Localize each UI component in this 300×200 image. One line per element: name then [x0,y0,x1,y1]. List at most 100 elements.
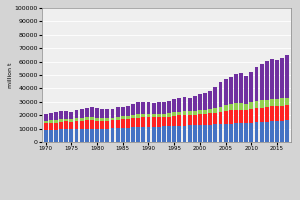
Bar [239,103,243,110]
Bar [270,59,274,99]
Bar [208,109,212,113]
Bar [157,117,161,127]
Bar [59,119,63,122]
Bar [183,126,186,142]
Bar [95,108,99,118]
Bar [157,114,161,117]
Bar [239,73,243,103]
Bar [121,119,125,128]
Bar [105,109,109,118]
Bar [280,58,284,98]
Bar [286,55,289,98]
Bar [275,99,279,106]
Bar [203,125,207,142]
Bar [90,117,94,120]
Bar [280,106,284,121]
Bar [147,117,150,127]
Bar [147,127,150,142]
Bar [229,110,233,124]
Bar [90,107,94,117]
Bar [177,115,181,126]
Bar [80,118,83,121]
Bar [198,114,202,125]
Bar [177,112,181,115]
Bar [100,121,104,129]
Bar [188,115,192,125]
Bar [105,118,109,121]
Bar [44,114,47,121]
Bar [255,101,259,108]
Bar [183,111,186,115]
Bar [167,126,171,142]
Bar [275,106,279,121]
Bar [80,121,83,129]
Bar [275,60,279,99]
Bar [265,100,269,107]
Bar [203,110,207,114]
Bar [85,120,89,129]
Bar [85,108,89,117]
Bar [188,125,192,142]
Bar [172,126,176,142]
Bar [260,122,264,142]
Bar [250,102,253,109]
Bar [234,74,238,103]
Bar [224,124,228,142]
Bar [74,121,78,129]
Bar [260,100,264,108]
Bar [54,112,58,120]
Bar [193,96,197,111]
Bar [183,97,186,111]
Bar [95,129,99,142]
Bar [177,98,181,112]
Bar [90,120,94,129]
Bar [111,120,114,128]
Bar [111,109,114,118]
Bar [157,102,161,114]
Bar [49,113,53,120]
Bar [234,103,238,110]
Bar [270,106,274,121]
Bar [121,128,125,142]
Bar [265,107,269,122]
Bar [162,117,166,126]
Bar [162,126,166,142]
Bar [74,118,78,121]
Bar [105,121,109,129]
Bar [239,123,243,142]
Bar [213,113,217,124]
Bar [255,122,259,142]
Bar [250,109,253,123]
Bar [85,117,89,120]
Bar [136,102,140,114]
Bar [131,127,135,142]
Bar [136,118,140,127]
Bar [244,104,248,110]
Bar [229,77,233,104]
Bar [69,112,73,119]
Bar [229,104,233,110]
Bar [95,121,99,129]
Bar [116,120,120,128]
Bar [131,118,135,127]
Bar [213,87,217,108]
Bar [136,114,140,118]
Bar [219,112,222,124]
Bar [59,122,63,129]
Bar [172,116,176,126]
Bar [74,110,78,118]
Bar [177,126,181,142]
Bar [198,125,202,142]
Bar [183,115,186,126]
Bar [219,124,222,142]
Bar [105,129,109,142]
Bar [69,122,73,129]
Bar [250,72,253,102]
Bar [193,115,197,125]
Bar [147,114,150,117]
Bar [219,82,222,107]
Bar [147,102,150,114]
Bar [64,119,68,121]
Bar [234,123,238,142]
Bar [121,116,125,119]
